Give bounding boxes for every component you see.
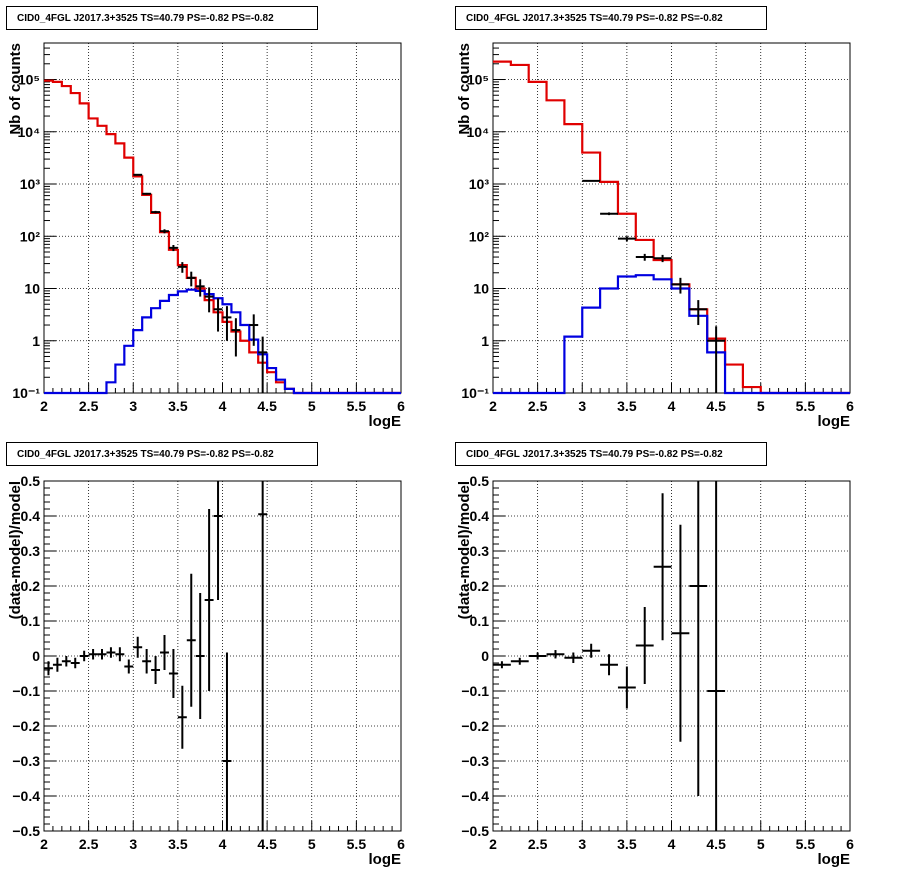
y-tick-label: 0.5 [21,473,41,489]
y-axis-label: (data-model)/model [7,481,24,619]
y-tick-label: −0.5 [461,823,489,839]
y-tick-label: 0.4 [470,508,490,524]
x-tick-label: 3 [129,398,137,414]
y-tick-label: 10⁴ [18,124,41,140]
x-tick-label: 4.5 [706,836,726,852]
y-tick-label: 10⁻¹ [12,385,40,401]
y-axis-label: Nb of counts [456,43,473,135]
x-tick-label: 2 [40,836,48,852]
x-tick-label: 2.5 [79,836,99,852]
x-tick-label: 6 [397,836,405,852]
plot-pad-bottom-left: 2 2.5 3 3.5 4 4.5 5 5.5 6 −0.5 −0.4 −0.3 −0.2 −0.1 0 0.… [0,437,449,875]
counts-histogram-linear-bins: 2 2.5 3 3.5 4 4.5 5 5.5 6 10⁻¹ 1 10 10² 10³ 10⁴ 10⁵ logE… [7,42,405,430]
histogram-series-1 [44,288,401,395]
x-tick-label: 5.5 [796,836,816,852]
y-tick-label: 10⁴ [467,124,490,140]
y-tick-label: 0.4 [21,508,41,524]
y-tick-label: 10⁻¹ [461,385,489,401]
x-tick-label: 4.5 [706,398,726,414]
residual-plot-wide-bins: 2 2.5 3 3.5 4 4.5 5 5.5 6 −0.5 −0.4 −0.3 −0.2 −0.1 0 0.… [456,473,854,868]
y-tick-label: −0.4 [12,788,40,804]
x-tick-label: 2 [489,398,497,414]
y-tick-label: 0.5 [470,473,490,489]
y-tick-label: −0.2 [12,718,40,734]
plot-pad-top-right: 2 2.5 3 3.5 4 4.5 5 5.5 6 10⁻¹ 1 10 10² 10³ 10⁴ 10⁵ logE… [449,0,898,437]
y-tick-label: −0.3 [12,753,40,769]
x-tick-label: 5.5 [796,398,816,414]
x-tick-label: 6 [846,398,854,414]
y-tick-label: 1 [32,333,40,349]
x-axis-label: logE [369,851,402,868]
y-tick-label: 10 [24,281,40,297]
y-tick-label: −0.4 [461,788,489,804]
y-tick-label: 0.3 [470,543,490,559]
x-tick-label: 3 [578,398,586,414]
x-tick-label: 4 [668,398,676,414]
plot-title: CID0_4FGL J2017.3+3525 TS=40.79 PS=-0.82… [455,442,767,466]
y-axis-label: (data-model)/model [456,481,473,619]
y-tick-label: 0.2 [21,578,41,594]
y-tick-label: −0.5 [12,823,40,839]
plot-pad-bottom-right: 2 2.5 3 3.5 4 4.5 5 5.5 6 −0.5 −0.4 −0.3 −0.2 −0.1 0 0.… [449,437,898,875]
y-tick-label: 1 [481,333,489,349]
x-tick-label: 2 [489,836,497,852]
x-tick-label: 5.5 [347,398,367,414]
y-tick-label: 0.1 [470,613,490,629]
y-tick-label: −0.3 [461,753,489,769]
x-tick-label: 4 [219,836,227,852]
y-tick-label: 10³ [469,176,490,192]
x-tick-label: 5 [308,398,316,414]
y-tick-label: 10² [469,228,490,244]
x-tick-label: 4.5 [257,836,277,852]
x-tick-label: 4.5 [257,398,277,414]
x-tick-label: 3.5 [617,836,637,852]
x-tick-label: 3 [129,836,137,852]
plot-title: CID0_4FGL J2017.3+3525 TS=40.79 PS=-0.82… [6,442,318,466]
x-tick-label: 4 [668,836,676,852]
plot-title: CID0_4FGL J2017.3+3525 TS=40.79 PS=-0.82… [6,6,318,30]
y-tick-label: −0.1 [461,683,489,699]
y-tick-label: −0.1 [12,683,40,699]
x-tick-label: 5 [308,836,316,852]
x-axis-label: logE [818,413,851,430]
y-tick-label: 10⁵ [467,72,489,88]
histogram-series-0 [493,60,850,395]
x-tick-label: 2 [40,398,48,414]
x-axis-label: logE [369,413,402,430]
y-tick-label: 10³ [20,176,41,192]
y-axis-label: Nb of counts [7,43,24,135]
x-tick-label: 2.5 [528,398,548,414]
y-tick-label: 0 [32,648,40,664]
x-tick-label: 5.5 [347,836,367,852]
x-tick-label: 5 [757,398,765,414]
x-tick-label: 3 [578,836,586,852]
counts-histogram-wide-bins: 2 2.5 3 3.5 4 4.5 5 5.5 6 10⁻¹ 1 10 10² 10³ 10⁴ 10⁵ logE… [456,42,854,430]
y-tick-label: 0.3 [21,543,41,559]
y-tick-label: 10² [20,228,41,244]
x-tick-label: 3.5 [168,398,188,414]
x-tick-label: 6 [846,836,854,852]
x-tick-label: 2.5 [79,398,99,414]
plot-pad-top-left: 2 2.5 3 3.5 4 4.5 5 5.5 6 10⁻¹ 1 10 10² 10³ 10⁴ 10⁵ logE… [0,0,449,437]
x-tick-label: 4 [219,398,227,414]
x-tick-label: 6 [397,398,405,414]
y-tick-label: 0 [481,648,489,664]
y-tick-label: 10 [473,281,489,297]
y-tick-label: 10⁵ [18,72,40,88]
plot-title: CID0_4FGL J2017.3+3525 TS=40.79 PS=-0.82… [455,6,767,30]
x-tick-label: 3.5 [617,398,637,414]
x-axis-label: logE [818,851,851,868]
x-tick-label: 3.5 [168,836,188,852]
x-tick-label: 2.5 [528,836,548,852]
y-tick-label: 0.2 [470,578,490,594]
y-tick-label: 0.1 [21,613,41,629]
y-tick-label: −0.2 [461,718,489,734]
residual-plot-linear-bins: 2 2.5 3 3.5 4 4.5 5 5.5 6 −0.5 −0.4 −0.3 −0.2 −0.1 0 0.… [7,473,405,868]
histogram-series-1 [493,274,850,395]
x-tick-label: 5 [757,836,765,852]
